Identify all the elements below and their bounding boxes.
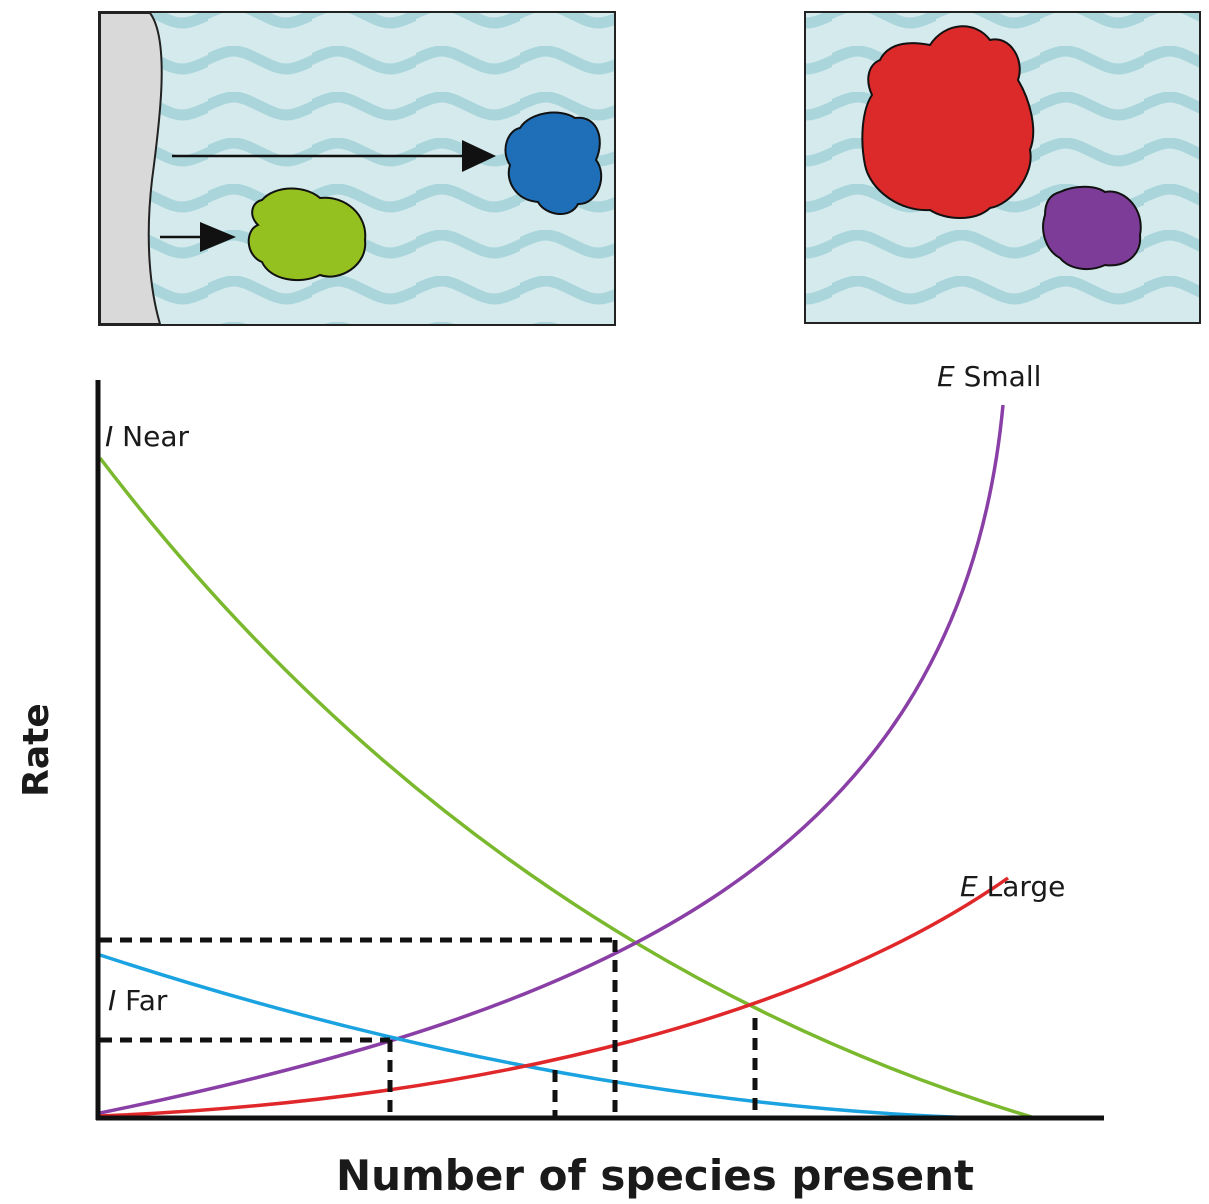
label-name: Small <box>964 360 1042 393</box>
label-symbol: I <box>108 984 116 1017</box>
mainland-panel <box>98 11 616 326</box>
curves <box>98 404 1036 1120</box>
x-axis-title: Number of species present <box>336 1151 974 1200</box>
curve-label: E Large <box>960 870 1065 903</box>
i-near-curve <box>98 456 1036 1120</box>
y-axis-title: Rate <box>16 703 57 797</box>
label-name: Far <box>125 984 168 1017</box>
islands-panel <box>804 11 1201 324</box>
label-symbol: E <box>937 360 955 393</box>
curve-label: E Small <box>937 360 1041 393</box>
curve-label: I Far <box>108 984 168 1017</box>
curve-label: I Near <box>105 420 190 453</box>
label-name: Near <box>122 420 189 453</box>
axes <box>95 380 1104 1121</box>
label-symbol: I <box>105 420 113 453</box>
label-name: Large <box>987 870 1066 903</box>
e-small-curve <box>99 404 1005 1115</box>
i-far-curve <box>99 953 981 1120</box>
guides <box>100 937 758 1118</box>
label-symbol: E <box>960 870 978 903</box>
e-large-curve <box>99 876 1010 1118</box>
